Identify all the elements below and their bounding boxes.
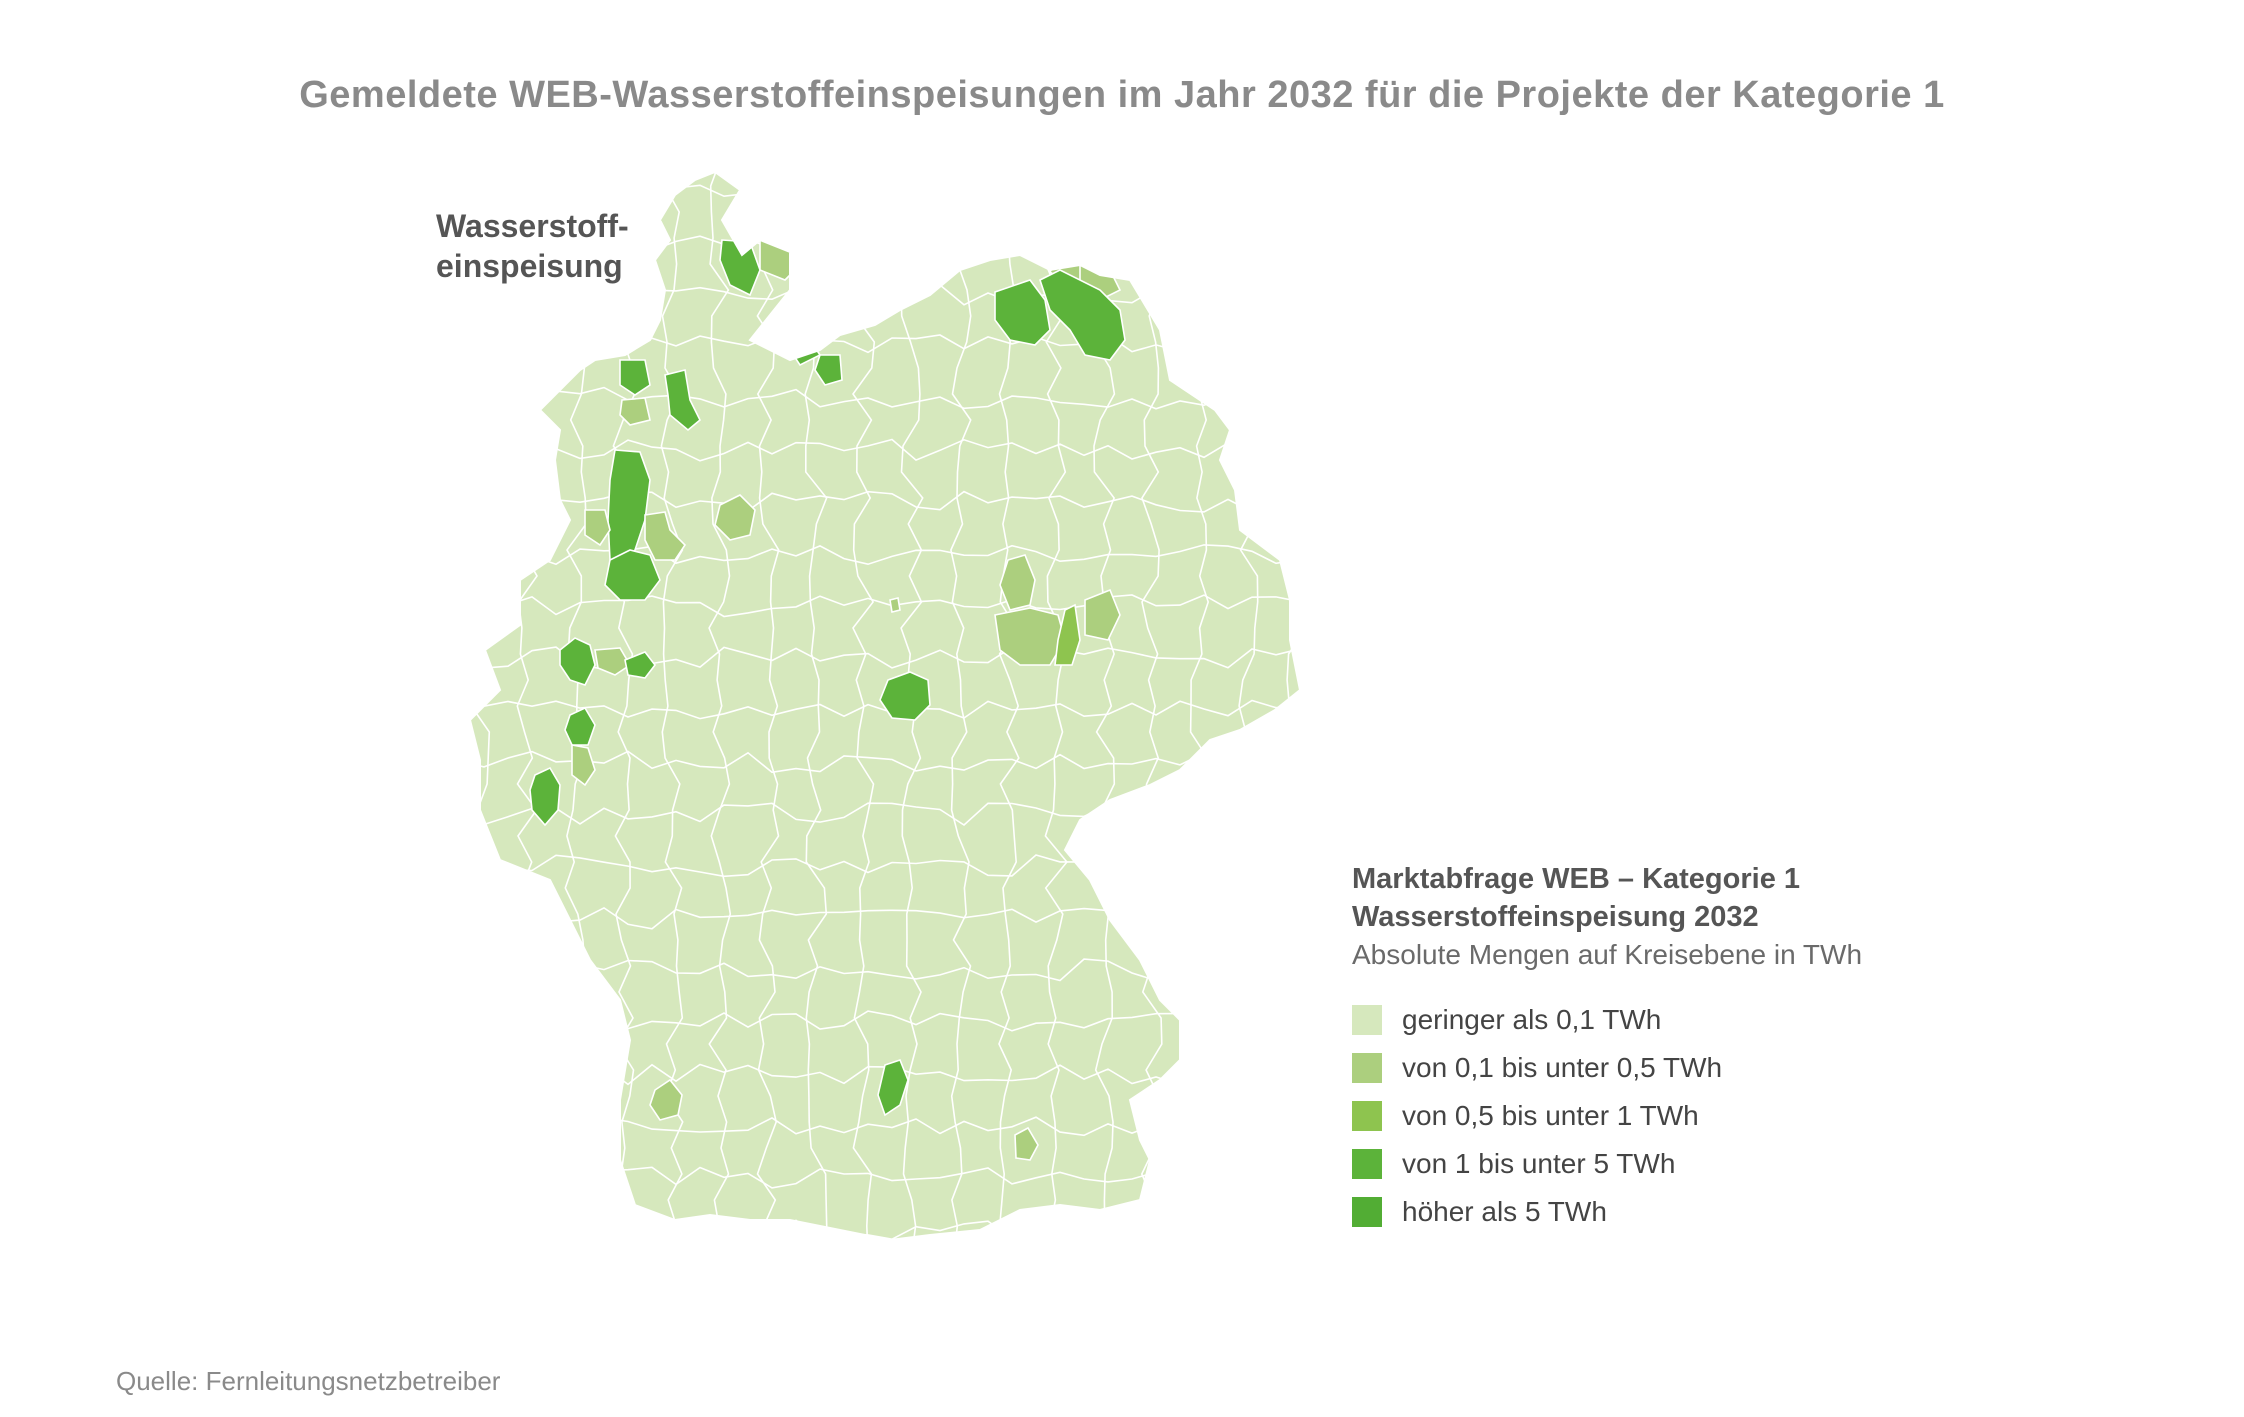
legend-label: geringer als 0,1 TWh	[1402, 1004, 1662, 1035]
legend-subtitle: Absolute Mengen auf Kreisebene in TWh	[1352, 939, 1863, 970]
legend-swatch	[1352, 1005, 1382, 1035]
highlighted-district	[529, 766, 561, 827]
district-border	[852, 172, 876, 1240]
highlighted-district	[1084, 588, 1121, 641]
legend-label: höher als 5 TWh	[1402, 1196, 1607, 1227]
highlighted-district	[564, 706, 596, 746]
district-border	[756, 172, 780, 1240]
legend-label: von 1 bis unter 5 TWh	[1402, 1148, 1676, 1179]
map-label-line2: einspeisung	[436, 248, 623, 284]
legend-swatch	[1352, 1197, 1382, 1227]
district-border	[950, 172, 972, 1240]
district-border	[470, 386, 1300, 410]
chart-title: Gemeldete WEB-Wasserstoffeinspeisungen i…	[299, 74, 1945, 116]
source-note: Quelle: Fernleitungsnetzbetreiber	[116, 1366, 501, 1396]
district-border	[470, 544, 1300, 566]
highlighted-district	[594, 647, 632, 676]
district-border	[660, 172, 684, 1240]
legend-item: von 1 bis unter 5 TWh	[1352, 1140, 2152, 1188]
highlighted-district	[624, 651, 657, 679]
district-border	[612, 172, 636, 1240]
legend-item: von 0,5 bis unter 1 TWh	[1352, 1092, 2152, 1140]
map-label: Wasserstoff- einspeisung	[436, 206, 629, 286]
district-border	[998, 172, 1020, 1240]
highlighted-district	[664, 369, 701, 432]
district-border	[470, 750, 1300, 774]
legend-item: höher als 5 TWh	[1352, 1188, 2152, 1236]
highlighted-district	[571, 744, 596, 787]
germany-map	[469, 171, 1301, 1241]
district-border	[470, 438, 1300, 462]
highlighted-district	[714, 494, 756, 541]
highlighted-district	[649, 1078, 683, 1121]
highlighted-district	[619, 397, 651, 426]
legend-label: von 0,1 bis unter 0,5 TWh	[1402, 1052, 1723, 1083]
district-border	[900, 172, 924, 1240]
legend-label: von 0,5 bis unter 1 TWh	[1402, 1100, 1699, 1131]
highlighted-district	[994, 279, 1051, 346]
legend-swatch	[1352, 1101, 1382, 1131]
highlighted-district	[999, 554, 1036, 611]
highlighted-district	[1014, 1126, 1039, 1161]
highlighted-district	[584, 509, 611, 547]
legend: Marktabfrage WEB – Kategorie 1 Wassersto…	[1352, 860, 2152, 1236]
map-label-line1: Wasserstoff-	[436, 208, 629, 244]
legend-swatch	[1352, 1149, 1382, 1179]
highlighted-district	[1054, 603, 1081, 666]
legend-title-2: Wasserstoffeinspeisung 2032	[1352, 901, 1759, 933]
highlighted-district	[879, 671, 931, 721]
highlighted-district	[619, 359, 651, 396]
district-border	[470, 282, 1300, 306]
legend-item: geringer als 0,1 TWh	[1352, 996, 2152, 1044]
highlighted-district	[889, 597, 901, 613]
legend-title-1: Marktabfrage WEB – Kategorie 1	[1352, 863, 1801, 895]
highlighted-district	[739, 184, 781, 231]
district-border	[470, 179, 1300, 202]
highlighted-district	[1039, 269, 1126, 361]
district-border	[470, 490, 1300, 513]
district-border	[708, 172, 732, 1240]
highlighted-district	[559, 637, 596, 686]
legend-swatch	[1352, 1053, 1382, 1083]
district-border	[1235, 172, 1260, 1240]
district-border	[470, 231, 1300, 253]
highlighted-district	[644, 511, 687, 561]
highlighted-district	[604, 549, 661, 601]
highlighted-district	[814, 354, 843, 386]
district-border	[1284, 172, 1300, 1240]
district-border	[1044, 172, 1068, 1240]
legend-item: von 0,1 bis unter 0,5 TWh	[1352, 1044, 2152, 1092]
highlighted-district	[877, 1059, 909, 1117]
